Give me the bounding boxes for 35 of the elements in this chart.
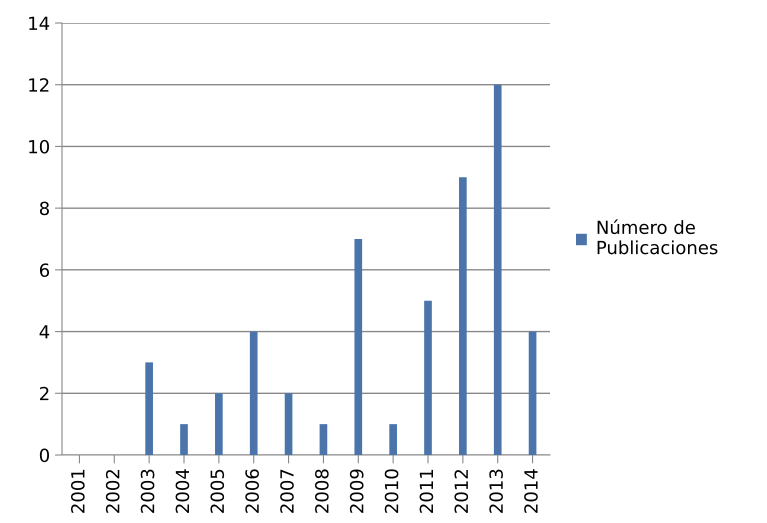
y-tick-label: 14 — [29, 16, 50, 30]
x-tick-label: 2002 — [106, 470, 120, 513]
x-tick-label: 2005 — [210, 470, 224, 513]
y-tick-label: 8 — [40, 202, 49, 216]
y-tick-label: 12 — [29, 78, 48, 92]
x-tick-label: 2010 — [384, 469, 398, 513]
x-tick-label: 2009 — [350, 469, 364, 513]
y-tick-label: 10 — [29, 140, 49, 154]
bar — [354, 239, 362, 455]
x-tick-label: 2006 — [245, 469, 259, 513]
y-tick-label: 4 — [40, 325, 50, 338]
bar — [215, 393, 223, 455]
y-tick-label: 2 — [40, 386, 48, 400]
y-tick-label: 0 — [40, 448, 49, 462]
x-tick-label: 2014 — [524, 469, 538, 513]
x-tick-label: 2013 — [489, 470, 503, 513]
bar — [250, 332, 258, 455]
x-tick-label: 2007 — [280, 470, 294, 513]
y-tick-label: 6 — [40, 263, 50, 277]
bar — [320, 424, 328, 455]
bar — [528, 332, 536, 455]
x-tick-label: 2004 — [176, 469, 190, 513]
bar — [494, 84, 502, 455]
legend-label: Número de Publicaciones — [598, 219, 718, 254]
bar — [389, 424, 397, 455]
bar — [424, 300, 432, 455]
x-tick-label: 2003 — [140, 470, 154, 513]
x-tick-label: 2008 — [315, 469, 329, 513]
bar — [284, 393, 292, 455]
bar — [459, 177, 467, 455]
x-tick-label: 2001 — [71, 470, 85, 513]
x-tick-label: 2011 — [420, 470, 434, 513]
x-tick-label: 2012 — [454, 470, 468, 513]
bar — [145, 362, 153, 455]
bar — [180, 424, 188, 455]
